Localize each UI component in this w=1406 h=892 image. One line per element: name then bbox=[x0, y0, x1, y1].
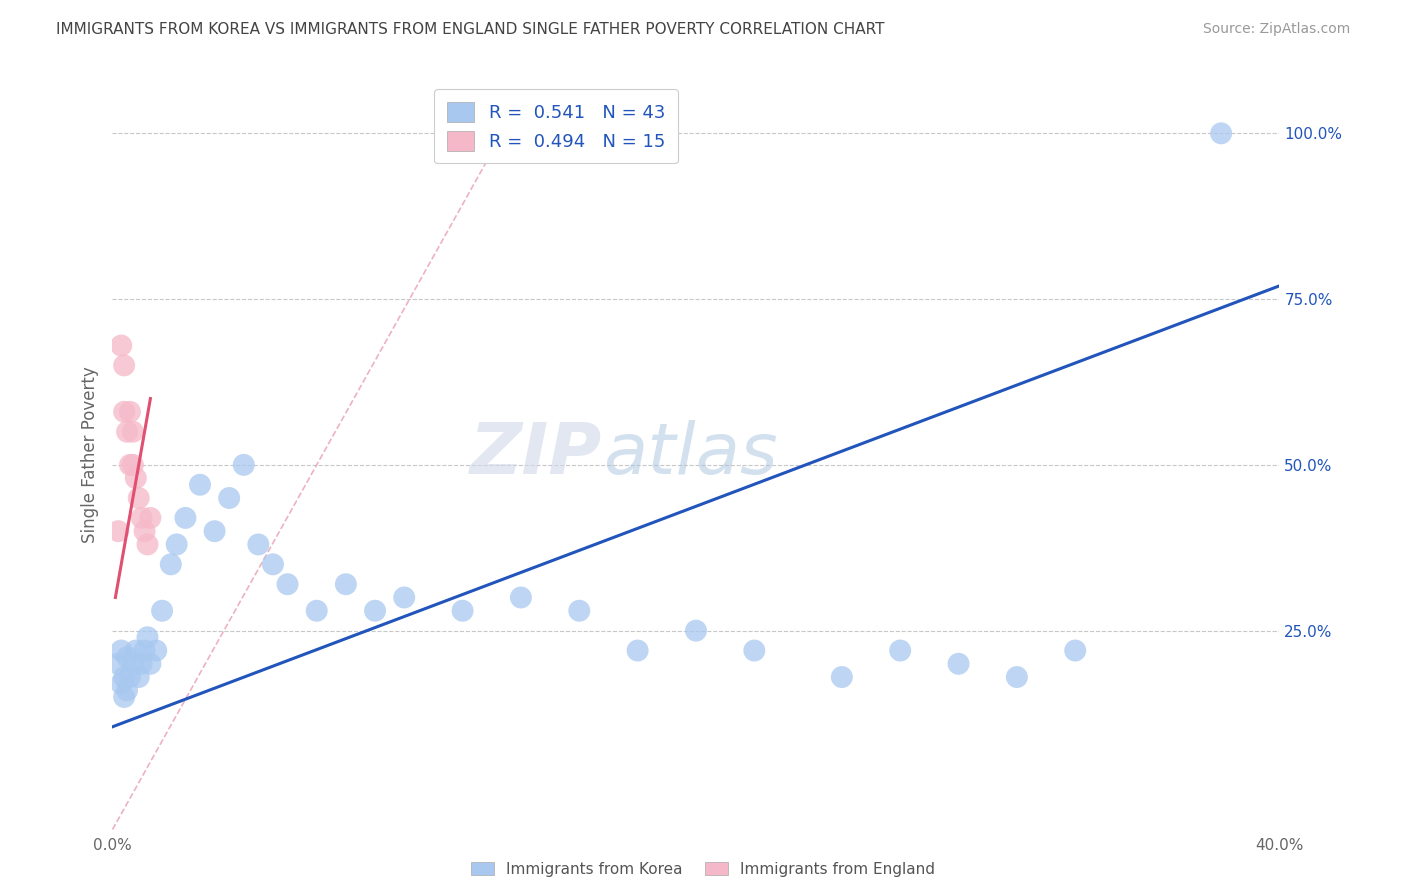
Point bbox=[1064, 643, 1087, 657]
Point bbox=[122, 425, 145, 439]
Point bbox=[134, 643, 156, 657]
Point bbox=[160, 558, 183, 572]
Text: ZIP: ZIP bbox=[471, 420, 603, 490]
Point bbox=[110, 643, 132, 657]
Point bbox=[110, 338, 132, 352]
Point bbox=[451, 604, 474, 618]
Point bbox=[831, 670, 853, 684]
Point bbox=[118, 405, 141, 419]
Point bbox=[889, 643, 911, 657]
Point bbox=[122, 458, 145, 472]
Point bbox=[122, 657, 145, 671]
Text: Source: ZipAtlas.com: Source: ZipAtlas.com bbox=[1202, 22, 1350, 37]
Point bbox=[174, 511, 197, 525]
Legend: R =  0.541   N = 43, R =  0.494   N = 15: R = 0.541 N = 43, R = 0.494 N = 15 bbox=[434, 89, 678, 163]
Point bbox=[139, 511, 162, 525]
Text: IMMIGRANTS FROM KOREA VS IMMIGRANTS FROM ENGLAND SINGLE FATHER POVERTY CORRELATI: IMMIGRANTS FROM KOREA VS IMMIGRANTS FROM… bbox=[56, 22, 884, 37]
Point bbox=[335, 577, 357, 591]
Point bbox=[627, 643, 650, 657]
Point bbox=[204, 524, 226, 538]
Point bbox=[509, 591, 531, 605]
Point bbox=[128, 670, 150, 684]
Point bbox=[110, 676, 132, 690]
Point bbox=[276, 577, 298, 591]
Point bbox=[131, 511, 153, 525]
Point bbox=[394, 591, 416, 605]
Point bbox=[568, 604, 591, 618]
Point bbox=[685, 624, 707, 638]
Y-axis label: Single Father Poverty: Single Father Poverty bbox=[80, 367, 98, 543]
Point bbox=[232, 458, 254, 472]
Point bbox=[112, 359, 135, 373]
Point bbox=[134, 524, 156, 538]
Point bbox=[107, 657, 129, 671]
Point bbox=[125, 643, 148, 657]
Point bbox=[166, 537, 188, 551]
Point bbox=[115, 425, 138, 439]
Point bbox=[305, 604, 328, 618]
Point bbox=[112, 690, 135, 704]
Legend: Immigrants from Korea, Immigrants from England: Immigrants from Korea, Immigrants from E… bbox=[463, 854, 943, 884]
Point bbox=[131, 657, 153, 671]
Point bbox=[118, 670, 141, 684]
Point bbox=[136, 537, 159, 551]
Point bbox=[262, 558, 284, 572]
Point bbox=[247, 537, 270, 551]
Point bbox=[125, 471, 148, 485]
Point bbox=[188, 477, 211, 491]
Point bbox=[1209, 126, 1232, 140]
Point bbox=[136, 630, 159, 644]
Point bbox=[128, 491, 150, 505]
Point bbox=[139, 657, 162, 671]
Point bbox=[742, 643, 765, 657]
Point bbox=[112, 670, 135, 684]
Point bbox=[118, 458, 141, 472]
Text: atlas: atlas bbox=[603, 420, 778, 490]
Point bbox=[145, 643, 167, 657]
Point bbox=[948, 657, 970, 671]
Point bbox=[1005, 670, 1028, 684]
Point bbox=[112, 405, 135, 419]
Point bbox=[115, 650, 138, 665]
Point bbox=[218, 491, 240, 505]
Point bbox=[107, 524, 129, 538]
Point bbox=[115, 683, 138, 698]
Point bbox=[364, 604, 387, 618]
Point bbox=[150, 604, 173, 618]
